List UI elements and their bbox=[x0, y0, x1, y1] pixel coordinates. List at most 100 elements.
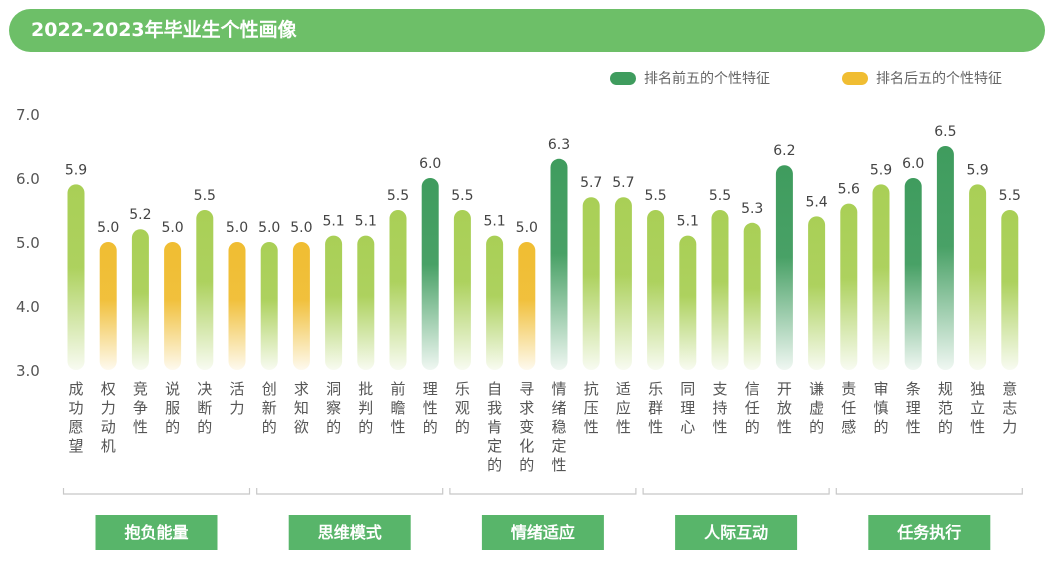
category-label: 洞察的 bbox=[326, 380, 341, 436]
title-bar: 2022-2023年毕业生个性画像 bbox=[9, 9, 1045, 52]
bar-适应性 bbox=[614, 197, 632, 370]
legend-top-swatch bbox=[610, 71, 636, 85]
category-label: 信任的 bbox=[745, 380, 760, 436]
category-label: 同理心 bbox=[680, 380, 695, 436]
group-label-box bbox=[675, 515, 798, 550]
bar-洞察的 bbox=[325, 235, 343, 370]
bar-自我肯定的 bbox=[486, 235, 504, 370]
bar-情绪稳定性 bbox=[550, 158, 568, 370]
group-bracket bbox=[256, 488, 444, 495]
group-bracket bbox=[835, 488, 1023, 495]
bar-活力 bbox=[228, 242, 246, 370]
category-label: 乐群性 bbox=[648, 380, 663, 436]
bar-抗压性 bbox=[582, 197, 600, 370]
bar-意志力 bbox=[1001, 210, 1019, 370]
category-label: 意志力 bbox=[1002, 380, 1017, 436]
group-label-box bbox=[868, 515, 991, 550]
value-label: 5.0 bbox=[258, 220, 280, 236]
category-label: 决断的 bbox=[197, 380, 212, 436]
bar-乐观的 bbox=[453, 210, 471, 370]
value-label: 6.2 bbox=[773, 143, 795, 159]
value-label: 5.5 bbox=[451, 188, 473, 204]
group-label: 人际互动 bbox=[704, 523, 768, 542]
value-label: 5.4 bbox=[805, 194, 827, 210]
y-tick-label: 4.0 bbox=[16, 298, 40, 316]
category-label: 说服的 bbox=[165, 380, 180, 436]
category-label: 寻求变化的 bbox=[519, 380, 534, 474]
legend-bottom-swatch bbox=[842, 71, 868, 85]
value-label: 5.5 bbox=[709, 188, 731, 204]
bar-决断的 bbox=[196, 210, 214, 370]
group-bracket bbox=[449, 488, 637, 495]
value-label: 5.9 bbox=[870, 162, 892, 178]
value-label: 5.5 bbox=[387, 188, 409, 204]
group-bracket bbox=[62, 488, 251, 495]
bar-乐群性 bbox=[647, 210, 665, 370]
bar-同理心 bbox=[679, 235, 697, 370]
category-label: 情绪稳定性 bbox=[551, 380, 566, 474]
y-tick-label: 7.0 bbox=[16, 106, 40, 124]
value-label: 5.7 bbox=[580, 175, 602, 191]
category-label: 权力动机 bbox=[101, 380, 116, 455]
value-label: 5.0 bbox=[226, 220, 248, 236]
value-label: 5.3 bbox=[741, 201, 763, 217]
bar-支持性 bbox=[711, 210, 729, 370]
legend-top-five: 排名前五的个性特征 bbox=[610, 68, 770, 88]
category-label: 适应性 bbox=[616, 380, 631, 436]
category-label: 开放性 bbox=[777, 380, 792, 436]
value-label: 5.9 bbox=[65, 162, 87, 178]
category-label: 审慎的 bbox=[873, 380, 888, 436]
y-tick-label: 5.0 bbox=[16, 234, 40, 252]
group-label-box bbox=[95, 515, 218, 550]
value-label: 5.6 bbox=[838, 182, 860, 198]
bar-信任的 bbox=[743, 222, 761, 370]
bar-条理性 bbox=[904, 178, 922, 370]
category-label: 抗压性 bbox=[584, 380, 599, 436]
category-label: 乐观的 bbox=[455, 380, 470, 436]
value-label: 5.5 bbox=[194, 188, 216, 204]
value-label: 5.1 bbox=[322, 214, 344, 230]
value-label: 5.5 bbox=[999, 188, 1021, 204]
value-label: 5.7 bbox=[612, 175, 634, 191]
value-label: 5.2 bbox=[129, 207, 151, 223]
value-label: 5.9 bbox=[966, 162, 988, 178]
category-label: 责任感 bbox=[841, 380, 856, 436]
y-tick-label: 6.0 bbox=[16, 170, 40, 188]
bar-成功愿望 bbox=[67, 184, 85, 370]
value-label: 5.1 bbox=[355, 214, 377, 230]
bar-批判的 bbox=[357, 235, 375, 370]
group-label: 任务执行 bbox=[896, 523, 961, 542]
category-label: 支持性 bbox=[712, 380, 727, 436]
value-label: 6.0 bbox=[902, 156, 924, 172]
category-label: 理性的 bbox=[423, 380, 438, 436]
group-label: 思维模式 bbox=[318, 523, 382, 542]
bar-理性的 bbox=[421, 178, 439, 370]
bar-独立性 bbox=[969, 184, 987, 370]
value-label: 5.0 bbox=[161, 220, 183, 236]
value-label: 5.1 bbox=[483, 214, 505, 230]
bar-求知欲 bbox=[292, 242, 310, 370]
value-label: 6.0 bbox=[419, 156, 441, 172]
value-label: 6.3 bbox=[548, 137, 570, 153]
category-label: 独立性 bbox=[970, 380, 985, 436]
category-label: 竞争性 bbox=[133, 380, 148, 436]
bar-说服的 bbox=[164, 242, 182, 370]
bar-竞争性 bbox=[131, 229, 149, 370]
category-label: 条理性 bbox=[906, 380, 921, 436]
category-label: 自我肯定的 bbox=[487, 380, 502, 474]
category-label: 谦虚的 bbox=[809, 380, 824, 436]
legend-top-label: 排名前五的个性特征 bbox=[644, 71, 770, 87]
bar-前瞻性 bbox=[389, 210, 407, 370]
category-label: 前瞻性 bbox=[390, 380, 405, 436]
value-label: 6.5 bbox=[934, 124, 956, 140]
category-label: 成功愿望 bbox=[68, 380, 83, 455]
bar-责任感 bbox=[840, 203, 858, 370]
value-label: 5.0 bbox=[290, 220, 312, 236]
y-tick-label: 3.0 bbox=[16, 362, 40, 380]
bar-创新的 bbox=[260, 242, 278, 370]
category-label: 批判的 bbox=[358, 380, 373, 436]
bar-规范的 bbox=[936, 146, 954, 370]
category-label: 求知欲 bbox=[294, 380, 309, 436]
bar-权力动机 bbox=[99, 242, 117, 370]
